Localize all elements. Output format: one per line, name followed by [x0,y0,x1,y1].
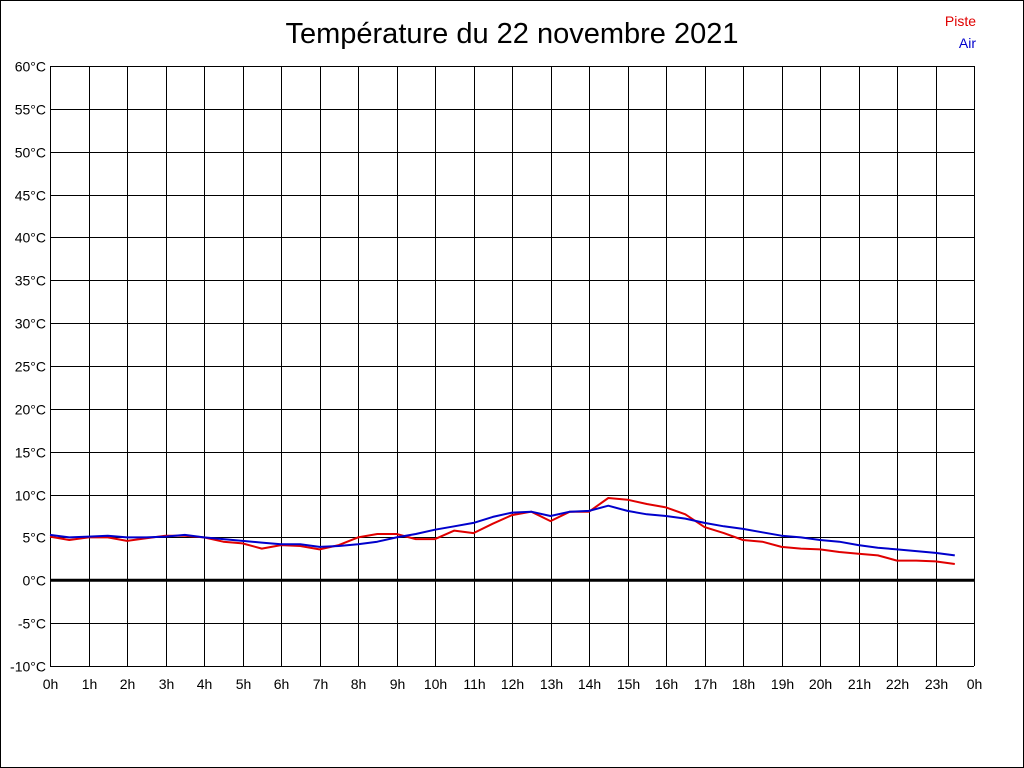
x-tick-label: 17h [694,676,717,692]
x-tick-label: 10h [424,676,447,692]
x-tick-label: 15h [617,676,640,692]
y-tick-label: 15°C [15,445,46,461]
x-tick-label: 6h [274,676,290,692]
y-tick-label: 10°C [15,488,46,504]
y-tick-label: 60°C [15,59,46,75]
y-tick-label: -10°C [10,659,46,675]
x-tick-label: 5h [236,676,252,692]
y-tick-label: 35°C [15,273,46,289]
x-tick-label: 9h [390,676,406,692]
series-line-air [49,504,955,557]
x-tick-label: 21h [848,676,871,692]
legend-air: Air [958,35,976,51]
y-tick-label: 30°C [15,316,46,332]
x-tick-label: 8h [351,676,367,692]
x-tick-label: 12h [501,676,524,692]
x-tick-label: 4h [197,676,213,692]
chart-title: Température du 22 novembre 2021 [285,18,739,50]
x-tick-label: 22h [886,676,909,692]
x-tick-label: 14h [578,676,601,692]
x-tick-label: 16h [655,676,678,692]
x-tick-label: 7h [313,676,329,692]
x-tick-label: 19h [771,676,794,692]
y-tick-label: 40°C [15,230,46,246]
y-tick-label: 45°C [15,188,46,204]
legend-piste: Piste [944,13,976,29]
x-tick-label: 18h [732,676,755,692]
y-tick-label: 20°C [15,402,46,418]
x-tick-label: 20h [809,676,832,692]
x-tick-label: 11h [463,676,485,692]
y-tick-label: 0°C [23,573,47,589]
series-line-piste [49,497,955,565]
x-tick-label: 1h [82,676,98,692]
x-tick-label: 3h [159,676,175,692]
y-tick-label: 50°C [15,145,46,161]
x-tick-label: 2h [120,676,136,692]
x-tick-label: 23h [925,676,948,692]
x-tick-label: 0h [967,676,983,692]
x-tick-label: 0h [43,676,59,692]
y-tick-label: 55°C [15,102,46,118]
y-tick-label: 5°C [23,530,47,546]
x-tick-label: 13h [540,676,563,692]
y-tick-label: -5°C [18,616,46,632]
y-tick-label: 25°C [15,359,46,375]
